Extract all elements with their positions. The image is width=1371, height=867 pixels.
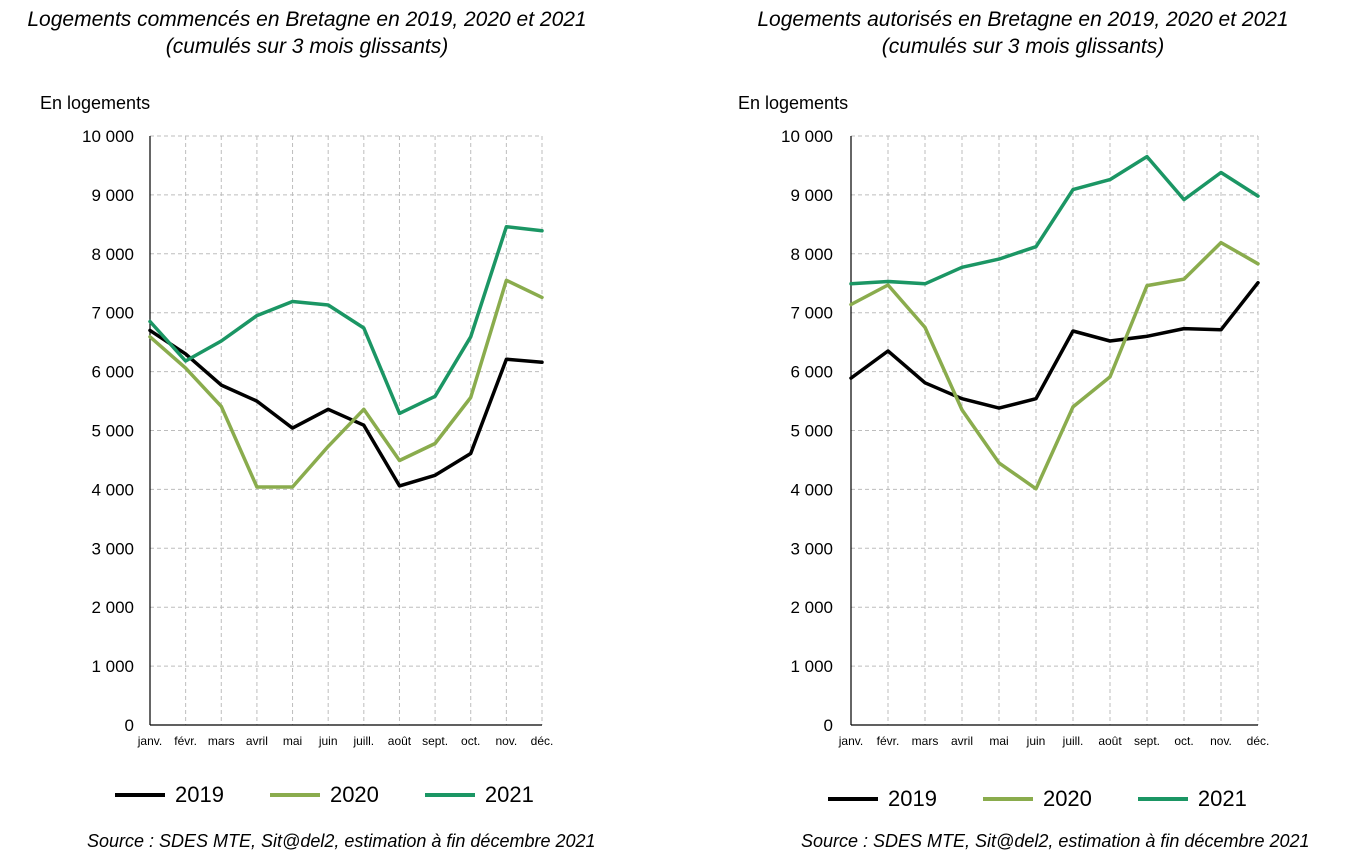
series-line-2020 bbox=[148, 278, 544, 489]
chart-title: Logements commencés en Bretagne en 2019,… bbox=[0, 6, 614, 60]
source-note: Source : SDES MTE, Sit@del2, estimation … bbox=[801, 831, 1310, 851]
chart-legend: 2019 2020 2021 bbox=[828, 786, 1293, 812]
x-tick-label: févr. bbox=[877, 734, 900, 748]
y-tick-label: 7 000 bbox=[790, 304, 833, 323]
y-tick-label: 4 000 bbox=[91, 480, 134, 499]
legend-item-2021: 2021 bbox=[424, 782, 534, 808]
series-line-2021 bbox=[849, 154, 1260, 286]
y-tick-label: 1 000 bbox=[790, 657, 833, 676]
x-tick-label: août bbox=[388, 734, 412, 748]
legend-swatch bbox=[269, 793, 320, 797]
legend-item-2019: 2019 bbox=[115, 782, 224, 808]
series-line-2021 bbox=[148, 224, 544, 416]
y-tick-label: 5 000 bbox=[790, 422, 833, 441]
x-tick-label: sept. bbox=[422, 734, 448, 748]
line-chart-autorises: En logements 0 1 000 2 000 3 000 4 000 5 000 6 … bbox=[738, 93, 1270, 748]
y-tick-label: 0 bbox=[125, 716, 134, 735]
series-line-2020 bbox=[849, 240, 1260, 491]
legend-swatch bbox=[1137, 797, 1188, 801]
chart-panel-autorises: Logements autorisés en Bretagne en 2019,… bbox=[686, 0, 1371, 867]
y-axis-label: En logements bbox=[738, 93, 848, 113]
y-tick-label: 6 000 bbox=[91, 363, 134, 382]
legend-label: 2021 bbox=[1197, 786, 1247, 811]
x-tick-label: févr. bbox=[174, 734, 197, 748]
chart-legend: 2019 2020 2021 bbox=[115, 782, 580, 808]
y-tick-label: 10 000 bbox=[781, 127, 833, 146]
legend-label: 2019 bbox=[175, 782, 224, 807]
chart-title-main: Logements commencés en Bretagne en 2019,… bbox=[27, 8, 587, 31]
legend-label: 2020 bbox=[329, 782, 379, 807]
y-tick-label: 2 000 bbox=[790, 598, 833, 617]
y-tick-label: 10 000 bbox=[82, 127, 134, 146]
x-tick-label: avril bbox=[951, 734, 973, 748]
series-line-2019 bbox=[148, 328, 544, 488]
chart-panel-commences: Logements commencés en Bretagne en 2019,… bbox=[0, 0, 685, 867]
x-tick-label: mai bbox=[989, 734, 1008, 748]
x-tick-label: avril bbox=[246, 734, 268, 748]
y-tick-label: 3 000 bbox=[91, 539, 134, 558]
x-tick-label: nov. bbox=[495, 734, 517, 748]
x-tick-label: mars bbox=[912, 734, 939, 748]
legend-label: 2020 bbox=[1042, 786, 1092, 811]
series-line-2019 bbox=[849, 280, 1260, 410]
chart-title: Logements autorisés en Bretagne en 2019,… bbox=[716, 6, 1330, 60]
x-tick-label: janv. bbox=[137, 734, 162, 748]
x-tick-label: nov. bbox=[1210, 734, 1232, 748]
y-tick-label: 9 000 bbox=[790, 186, 833, 205]
x-tick-label: déc. bbox=[1247, 734, 1270, 748]
x-tick-label: mai bbox=[283, 734, 302, 748]
legend-swatch bbox=[828, 797, 878, 801]
chart-title-main: Logements autorisés en Bretagne en 2019,… bbox=[757, 8, 1289, 31]
legend-swatch bbox=[424, 793, 475, 797]
x-tick-label: mars bbox=[208, 734, 235, 748]
legend-label: 2021 bbox=[484, 782, 534, 807]
x-tick-label: juin bbox=[318, 734, 338, 748]
x-tick-label: août bbox=[1098, 734, 1122, 748]
x-tick-label: oct. bbox=[461, 734, 480, 748]
legend-item-2021: 2021 bbox=[1137, 786, 1247, 812]
source-note: Source : SDES MTE, Sit@del2, estimation … bbox=[87, 831, 596, 851]
chart-subtitle: (cumulés sur 3 mois glissants) bbox=[165, 35, 449, 58]
y-tick-label: 2 000 bbox=[91, 598, 134, 617]
y-tick-label: 7 000 bbox=[91, 304, 134, 323]
legend-swatch bbox=[982, 797, 1033, 801]
x-tick-label: déc. bbox=[531, 734, 554, 748]
chart-subtitle: (cumulés sur 3 mois glissants) bbox=[881, 35, 1165, 58]
line-chart-commences: En logements 0 1 000 2 000 3 000 4 000 5 000 6 … bbox=[40, 93, 554, 748]
legend-item-2020: 2020 bbox=[982, 786, 1092, 812]
y-tick-label: 1 000 bbox=[91, 657, 134, 676]
x-tick-label: juill. bbox=[352, 734, 374, 748]
legend-item-2019: 2019 bbox=[828, 786, 937, 812]
y-tick-label: 8 000 bbox=[91, 245, 134, 264]
x-tick-label: juill. bbox=[1062, 734, 1084, 748]
y-tick-label: 3 000 bbox=[790, 539, 833, 558]
legend-item-2020: 2020 bbox=[269, 782, 379, 808]
y-tick-label: 0 bbox=[824, 716, 833, 735]
x-tick-label: oct. bbox=[1174, 734, 1193, 748]
x-tick-label: janv. bbox=[838, 734, 863, 748]
legend-label: 2019 bbox=[888, 786, 937, 811]
y-tick-label: 5 000 bbox=[91, 422, 134, 441]
x-tick-label: juin bbox=[1026, 734, 1046, 748]
y-tick-label: 4 000 bbox=[790, 480, 833, 499]
x-tick-label: sept. bbox=[1134, 734, 1160, 748]
y-tick-label: 6 000 bbox=[790, 363, 833, 382]
y-tick-label: 9 000 bbox=[91, 186, 134, 205]
y-tick-label: 8 000 bbox=[790, 245, 833, 264]
y-axis-label: En logements bbox=[40, 93, 150, 113]
legend-swatch bbox=[115, 793, 165, 797]
